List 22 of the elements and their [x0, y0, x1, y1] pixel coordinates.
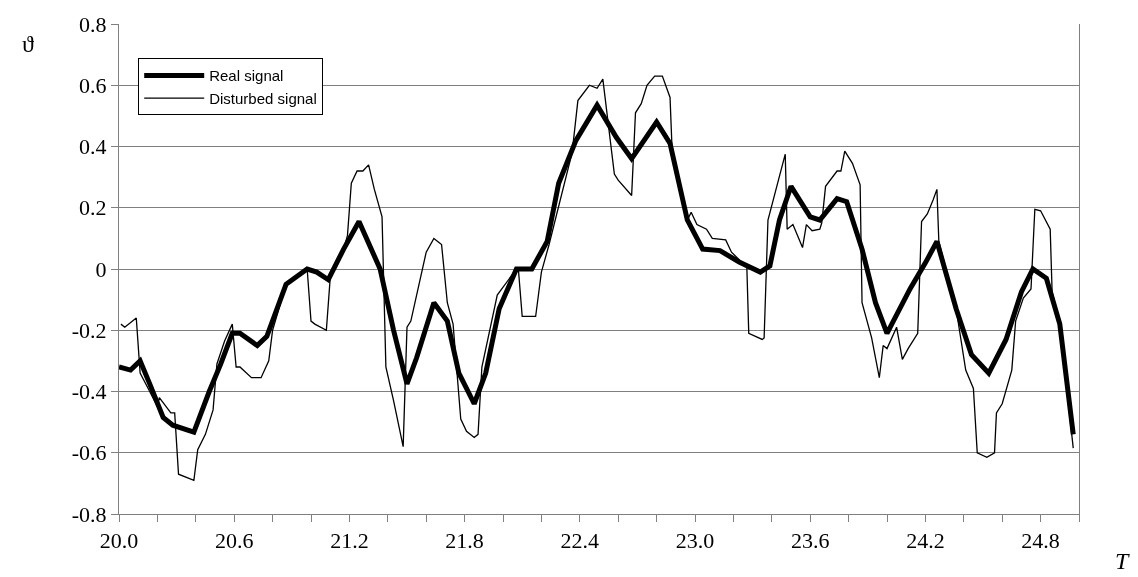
x-tick-label: 21.2 — [330, 528, 369, 554]
y-tick-label: 0.8 — [79, 11, 107, 37]
x-axis-title: T — [1115, 548, 1130, 574]
legend-label: Real signal — [209, 67, 284, 85]
x-tick-label: 20.0 — [99, 528, 139, 554]
y-tick-label: 0 — [95, 256, 107, 282]
y-tick-label: -0.6 — [71, 440, 107, 466]
x-tick-label: 24.2 — [906, 528, 945, 554]
y-tick-label: -0.8 — [71, 501, 107, 527]
x-tick-label: 23.6 — [790, 528, 830, 554]
y-tick-label: 0.2 — [79, 195, 107, 221]
x-tick-label: 23.0 — [675, 528, 715, 554]
legend-label: Disturbed signal — [209, 89, 317, 107]
y-tick-label: -0.2 — [71, 317, 107, 343]
x-tick-label: 21.8 — [445, 528, 484, 554]
y-tick-label: 0.6 — [79, 72, 107, 98]
x-tick-label: 24.8 — [1021, 528, 1060, 554]
x-tick-label: 22.4 — [560, 528, 600, 554]
y-tick-label: -0.4 — [71, 379, 107, 405]
y-axis-title: ϑ — [22, 31, 34, 57]
x-tick-label: 20.6 — [214, 528, 254, 554]
y-tick-label: 0.4 — [79, 134, 107, 160]
